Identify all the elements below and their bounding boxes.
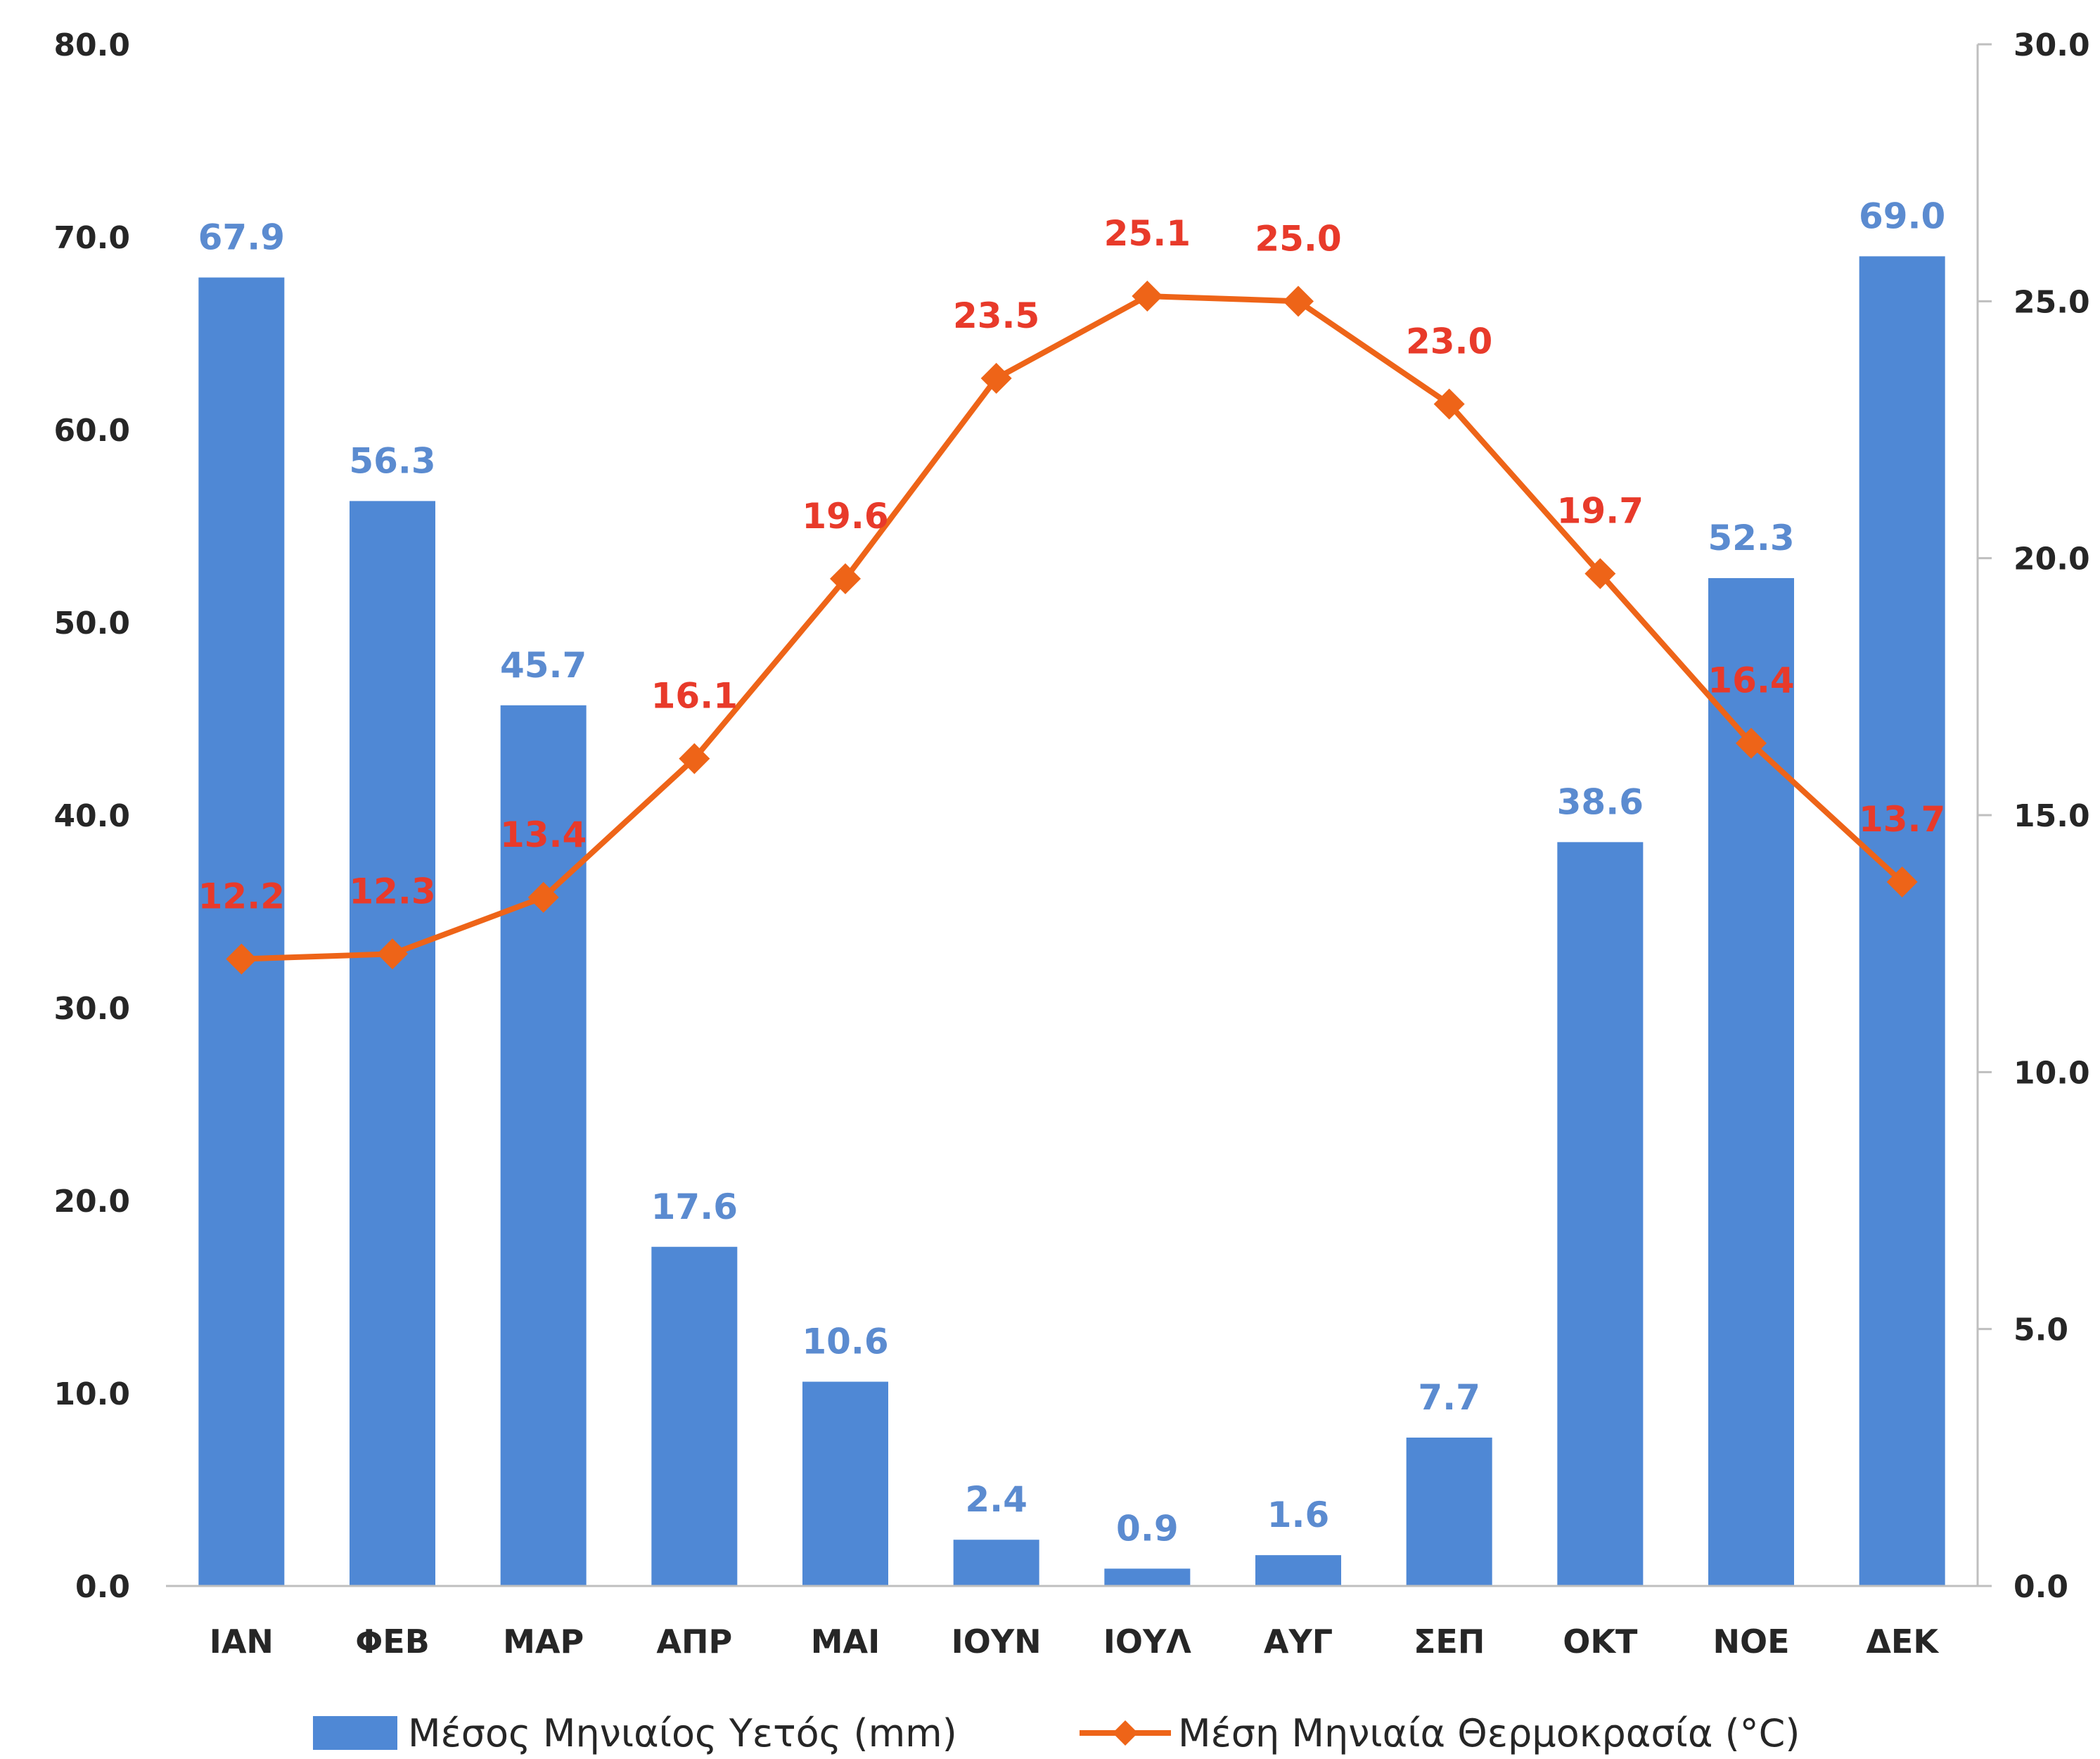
temperature-marker [1736, 727, 1767, 759]
temperature-marker [1132, 281, 1163, 312]
temperature-data-label: 16.1 [651, 676, 738, 717]
temperature-marker [1886, 866, 1918, 897]
temperature-data-label: 25.0 [1255, 218, 1341, 259]
temperature-data-label: 23.5 [953, 295, 1039, 336]
rainfall-data-label: 2.4 [965, 1479, 1027, 1520]
rainfall-data-label: 67.9 [198, 217, 285, 258]
right-axis-tick-label: 0.0 [2013, 1569, 2068, 1605]
temperature-marker [830, 563, 861, 594]
left-axis-tick-label: 10.0 [53, 1376, 130, 1412]
rainfall-bar [1859, 256, 1945, 1586]
temperature-marker [1584, 558, 1616, 589]
temperature-data-label: 19.7 [1557, 491, 1644, 532]
rainfall-bar [1406, 1438, 1492, 1586]
temperature-data-label: 13.4 [500, 814, 587, 855]
temperature-marker [1433, 388, 1465, 420]
x-axis-category-label: ΟΚΤ [1563, 1623, 1638, 1661]
x-axis-category-label: ΝΟΕ [1712, 1623, 1789, 1661]
temperature-line [241, 293, 1904, 962]
right-axis-tick-label: 20.0 [2013, 542, 2090, 577]
x-axis-category-label: ΙΟΥΝ [952, 1623, 1042, 1661]
rainfall-data-labels: 67.9 56.3 45.7 17.6 10.6 2.4 0.9 1.6 7.7 38.6 52.3… [198, 196, 1946, 1549]
legend-rainfall-swatch [313, 1716, 397, 1750]
x-axis-category-label: ΙΟΥΛ [1103, 1623, 1192, 1661]
rainfall-bar [953, 1540, 1039, 1586]
right-axis-tick-label: 30.0 [2013, 27, 2090, 63]
right-axis-tick-label: 25.0 [2013, 284, 2090, 320]
temperature-marker [226, 943, 257, 975]
right-y-axis: 0.0 5.0 10.0 15.0 20.0 25.0 30.0 [1976, 27, 2090, 1605]
x-axis-category-label: ΜΑΙ [811, 1623, 881, 1661]
left-axis-tick-label: 80.0 [53, 27, 130, 63]
legend-rainfall-label: Μέσος Μηνιαίος Υετός (mm) [408, 1711, 957, 1755]
temperature-data-label: 25.1 [1104, 213, 1191, 254]
left-axis-tick-label: 50.0 [53, 606, 130, 641]
rainfall-bar [350, 501, 435, 1586]
left-y-axis: 0.0 10.0 20.0 30.0 40.0 50.0 60.0 70.0 80.0 [53, 27, 130, 1605]
x-axis-category-label: ΣΕΠ [1414, 1623, 1485, 1661]
temperature-data-label: 16.4 [1708, 660, 1794, 701]
temperature-data-label: 12.2 [198, 876, 285, 917]
right-axis-tick-label: 5.0 [2013, 1312, 2068, 1348]
temperature-marker [980, 362, 1012, 394]
x-axis-category-label: ΙΑΝ [210, 1623, 274, 1661]
temperature-data-labels: 12.2 12.3 13.4 16.1 19.6 23.5 25.1 25.0 23.0 19.7… [198, 213, 1946, 917]
temperature-data-label: 19.6 [802, 496, 888, 537]
legend-temperature-marker [1113, 1720, 1138, 1746]
right-axis-tick-label: 15.0 [2013, 798, 2090, 834]
temperature-data-label: 13.7 [1859, 799, 1945, 840]
legend-temperature-label: Μέση Μηνιαία Θερμοκρασία (°C) [1178, 1711, 1800, 1755]
rainfall-data-label: 38.6 [1557, 781, 1644, 822]
rainfall-data-label: 69.0 [1859, 196, 1945, 236]
rainfall-data-label: 52.3 [1708, 518, 1794, 558]
rainfall-bar [500, 705, 587, 1586]
temperature-data-label: 23.0 [1406, 321, 1492, 362]
right-axis-tick-label: 10.0 [2013, 1055, 2090, 1091]
temperature-line-series [226, 281, 1918, 975]
temperature-marker [679, 743, 710, 774]
rainfall-data-label: 17.6 [651, 1186, 738, 1227]
left-axis-tick-label: 70.0 [53, 220, 130, 256]
left-axis-tick-label: 40.0 [53, 798, 130, 834]
x-axis-category-label: ΔΕΚ [1866, 1623, 1940, 1661]
left-axis-tick-label: 30.0 [53, 991, 130, 1027]
rainfall-bar [802, 1381, 888, 1586]
rainfall-bar [1557, 842, 1644, 1586]
rainfall-data-label: 0.9 [1116, 1508, 1179, 1549]
temperature-marker [527, 881, 559, 913]
rainfall-bar [1255, 1555, 1341, 1586]
rainfall-data-label: 45.7 [500, 645, 587, 686]
x-axis-category-label: ΦΕΒ [355, 1623, 430, 1661]
temperature-marker [1283, 286, 1314, 317]
left-axis-tick-label: 0.0 [75, 1569, 130, 1605]
x-axis: ΙΑΝ ΦΕΒ ΜΑΡ ΑΠΡ ΜΑΙ ΙΟΥΝ ΙΟΥΛ ΑΥΓ ΣΕΠ ΟΚΤ ΝΟΕ ΔΕΚ [166, 1585, 1978, 1661]
rainfall-bar [1104, 1568, 1191, 1586]
rainfall-data-label: 7.7 [1418, 1377, 1480, 1418]
legend: Μέσος Μηνιαίος Υετός (mm) Μέση Μηνιαία Θ… [313, 1711, 1800, 1755]
rainfall-data-label: 10.6 [802, 1322, 888, 1362]
rainfall-bars [198, 256, 1945, 1586]
temperature-marker [377, 938, 408, 970]
left-axis-tick-label: 20.0 [53, 1184, 130, 1220]
rainfall-data-label: 1.6 [1267, 1495, 1330, 1535]
left-axis-tick-label: 60.0 [53, 413, 130, 449]
x-axis-category-label: ΑΥΓ [1264, 1623, 1333, 1661]
temperature-data-label: 12.3 [349, 871, 435, 912]
x-axis-category-label: ΑΠΡ [656, 1623, 732, 1661]
rainfall-bar [651, 1246, 738, 1586]
rainfall-bar [198, 277, 285, 1586]
x-axis-category-label: ΜΑΡ [503, 1623, 584, 1661]
rainfall-data-label: 56.3 [349, 440, 435, 481]
